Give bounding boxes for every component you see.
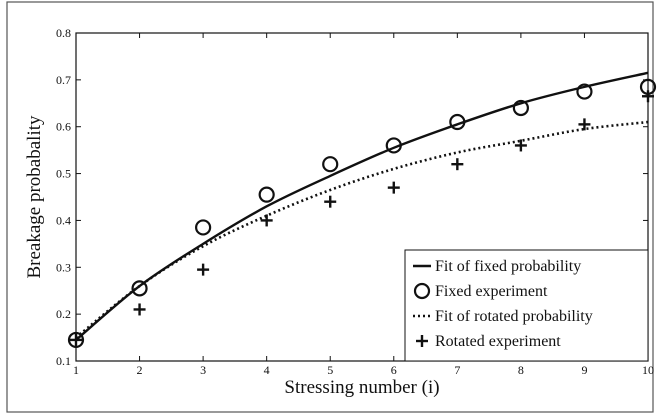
x-tick-label: 3 xyxy=(200,363,206,377)
legend-entry-fixed-experiment: Fixed experiment xyxy=(413,282,548,300)
y-tick-label: 0.8 xyxy=(56,26,71,40)
x-tick-label: 9 xyxy=(581,363,587,377)
x-tick-label: 5 xyxy=(327,363,333,377)
data-point-fixed-experiment xyxy=(195,219,212,236)
y-axis-label: Breakage probabality xyxy=(24,115,45,279)
data-point-fixed-experiment xyxy=(258,186,275,203)
x-tick-label: 10 xyxy=(642,363,654,377)
data-point-rotated-experiment xyxy=(578,118,591,131)
y-tick-label: 0.7 xyxy=(56,73,71,87)
data-point-rotated-experiment xyxy=(260,214,273,227)
y-tick-label: 0.4 xyxy=(56,213,71,227)
series-line-fit-of-rotated-probability xyxy=(75,120,649,339)
legend-label-fixed-experiment: Fixed experiment xyxy=(435,283,548,300)
y-tick-label: 0.5 xyxy=(56,167,71,181)
data-point-fixed-experiment xyxy=(322,156,339,173)
data-point-fixed-experiment xyxy=(449,113,466,131)
legend-swatch-fixed-experiment xyxy=(413,282,431,300)
y-tick-label: 0.2 xyxy=(56,307,71,321)
data-point-fixed-experiment xyxy=(512,99,529,117)
legend-box xyxy=(404,249,649,362)
x-tick-label: 6 xyxy=(391,363,397,377)
legend-swatch-rotated-experiment xyxy=(416,335,428,347)
legend-entry-rotated-experiment: Rotated experiment xyxy=(416,333,561,350)
data-point-fixed-experiment xyxy=(385,137,402,154)
data-point-fixed-experiment xyxy=(131,280,148,297)
data-point-rotated-experiment xyxy=(197,263,210,276)
x-tick-label: 1 xyxy=(73,363,79,377)
legend-label-fit-of-fixed-probability: Fit of fixed probability xyxy=(435,258,581,275)
y-tick-label: 0.6 xyxy=(56,120,71,134)
data-point-rotated-experiment xyxy=(387,181,400,194)
plot-area-frame xyxy=(75,32,649,362)
legend-entry-fit-of-fixed-probability: Fit of fixed probability xyxy=(413,258,581,275)
x-tick-label: 2 xyxy=(137,363,143,377)
y-tick-label: 0.1 xyxy=(56,354,71,368)
x-tick-label: 4 xyxy=(264,363,270,377)
x-axis-label: Stressing number (i) xyxy=(284,377,439,398)
legend-label-fit-of-rotated-probability: Fit of rotated probability xyxy=(435,308,593,325)
series-line-fit-of-fixed-probability xyxy=(75,71,649,341)
x-tick-label: 7 xyxy=(454,363,460,377)
data-point-rotated-experiment xyxy=(324,195,337,208)
legend-label-rotated-experiment: Rotated experiment xyxy=(435,333,561,350)
legend: Fit of fixed probability Fixed experiment… xyxy=(404,249,649,362)
legend-entry-fit-of-rotated-probability: Fit of rotated probability xyxy=(413,308,593,325)
x-tick-label: 8 xyxy=(518,363,524,377)
y-tick-label: 0.3 xyxy=(56,260,71,274)
data-point-rotated-experiment xyxy=(451,158,464,171)
data-point-rotated-experiment xyxy=(514,139,527,152)
tick-layer: 1 2 3 4 5 6 7 8 9 10 0.1 0.2 0.3 0.4 0.5 0.6 0.7 0.8 xyxy=(56,26,654,377)
data-point-rotated-experiment xyxy=(133,303,146,316)
data-point-fixed-experiment xyxy=(576,83,593,100)
